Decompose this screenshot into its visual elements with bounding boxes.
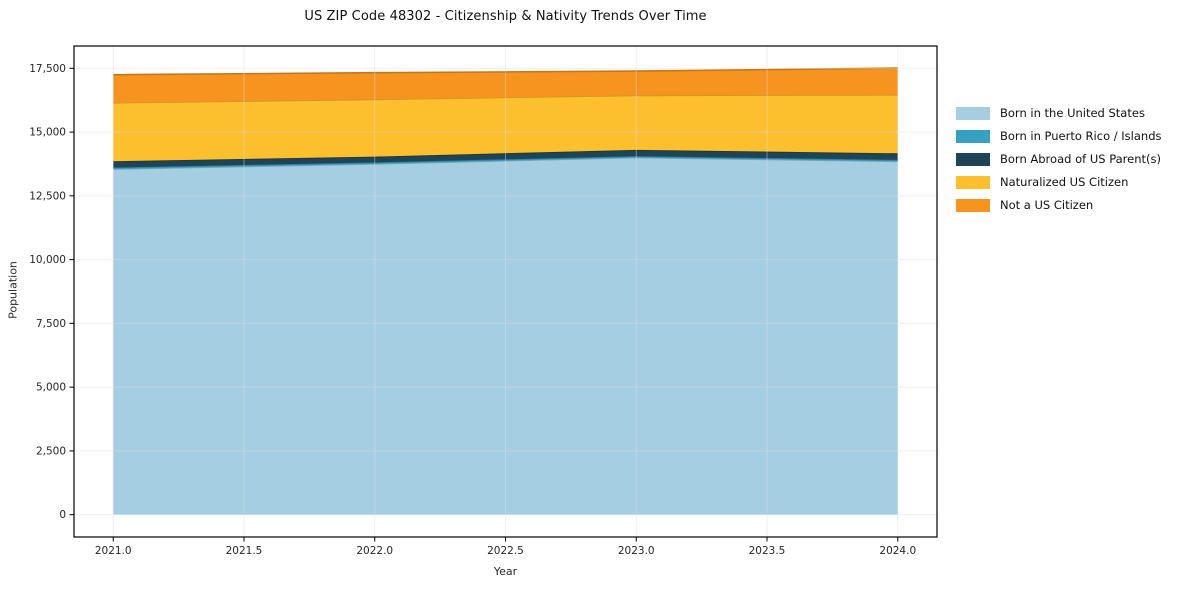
legend-label: Naturalized US Citizen	[1000, 175, 1129, 189]
y-tick-label: 2,500	[36, 445, 66, 457]
y-tick-label: 15,000	[29, 127, 66, 139]
legend-item-born-in-the-united-states: Born in the United States	[956, 106, 1162, 121]
y-tick-label: 5,000	[36, 382, 66, 394]
y-tick-label: 10,000	[29, 254, 66, 266]
x-tick-label: 2021.5	[226, 545, 263, 557]
legend-item-naturalized-us-citizen: Naturalized US Citizen	[956, 175, 1162, 190]
legend-label: Born in the United States	[1000, 106, 1145, 120]
chart-title: US ZIP Code 48302 - Citizenship & Nativi…	[304, 9, 707, 24]
legend-swatch-not-a-us-citizen	[956, 199, 990, 212]
y-tick-label: 7,500	[36, 318, 66, 330]
area-naturalized-us-citizen	[113, 94, 898, 162]
legend-item-born-in-puerto-rico-islands: Born in Puerto Rico / Islands	[956, 129, 1162, 144]
x-tick-label: 2022.5	[487, 545, 524, 557]
x-axis-label: Year	[493, 565, 518, 578]
legend: Born in the United States Born in Puerto …	[956, 106, 1162, 221]
legend-label: Born Abroad of US Parent(s)	[1000, 152, 1161, 166]
legend-swatch-born-in-puerto-rico-islands	[956, 130, 990, 143]
x-tick-label: 2022.0	[356, 545, 393, 557]
x-tick-label: 2024.0	[879, 545, 916, 557]
edge-not-a-us-citizen	[113, 67, 898, 76]
legend-swatch-born-in-the-united-states	[956, 107, 990, 120]
legend-item-not-a-us-citizen: Not a US Citizen	[956, 198, 1162, 213]
area-born-abroad-of-us-parent-s	[113, 149, 898, 168]
y-tick-label: 0	[59, 509, 66, 521]
legend-label: Born in Puerto Rico / Islands	[1000, 129, 1162, 143]
y-axis-label: Population	[6, 261, 20, 319]
plot-frame	[73, 45, 938, 538]
x-tick-label: 2021.0	[95, 545, 132, 557]
area-born-in-the-united-states	[113, 157, 898, 515]
x-tick-label: 2023.0	[618, 545, 655, 557]
x-tick-label: 2023.5	[749, 545, 786, 557]
y-tick-label: 17,500	[29, 63, 66, 75]
legend-item-born-abroad-of-us-parent-s: Born Abroad of US Parent(s)	[956, 152, 1162, 167]
legend-swatch-born-abroad-of-us-parent-s	[956, 153, 990, 166]
legend-swatch-naturalized-us-citizen	[956, 176, 990, 189]
y-tick-label: 12,500	[29, 190, 66, 202]
legend-label: Not a US Citizen	[1000, 198, 1094, 212]
area-not-a-us-citizen	[113, 68, 898, 103]
